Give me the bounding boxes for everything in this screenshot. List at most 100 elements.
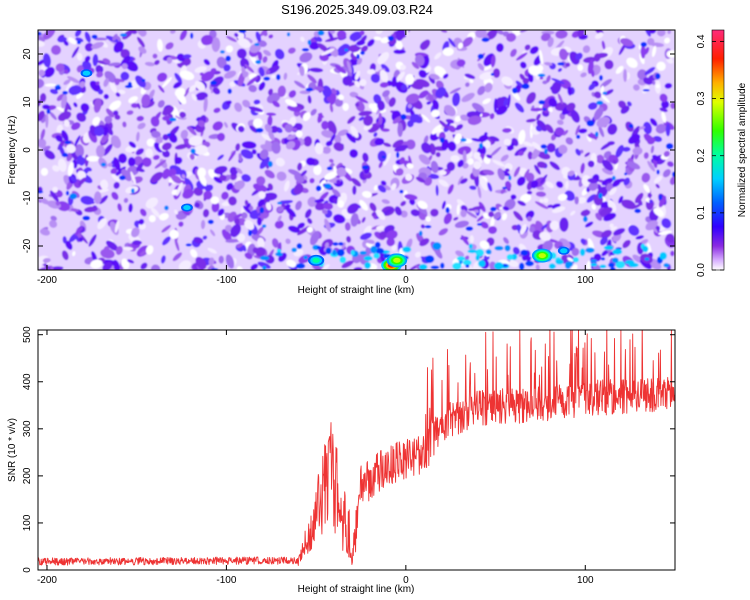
spectrogram-cell: [503, 138, 512, 146]
spectrogram-cell: [570, 109, 580, 123]
spectrogram-cell: [386, 230, 398, 240]
spectrogram-cell: [224, 224, 233, 232]
spectrogram-cell: [337, 94, 345, 101]
spectrogram-cell: [96, 60, 110, 65]
spectrogram-cell: [506, 254, 514, 261]
spectrogram-cell: [226, 182, 234, 191]
snr-xtick-label: -200: [37, 575, 57, 586]
spectrogram-cell: [336, 30, 347, 40]
spectrogram-cell: [377, 185, 387, 193]
spectrogram-cell: [92, 116, 101, 126]
spectrogram-cell: [611, 257, 619, 263]
spectrogram-cell: [432, 242, 442, 250]
colorbar-tick-label: 0.1: [696, 205, 707, 219]
spectrogram-cell: [626, 161, 641, 170]
spectrogram-cell: [567, 261, 574, 267]
spectrogram-cell: [485, 249, 492, 255]
spectrogram-cell: [576, 134, 581, 139]
spectrogram-cell: [263, 76, 271, 81]
spectrogram-cell: [386, 237, 395, 247]
spectrogram-cell: [396, 71, 405, 82]
spectrogram-cell: [526, 216, 532, 222]
spectrogram-cell: [136, 162, 144, 172]
spectrogram-cell: [430, 265, 440, 270]
spectrogram-cell: [76, 112, 87, 123]
spectrogram-cell: [405, 73, 415, 85]
spectrogram-cell: [70, 176, 77, 183]
spectrogram-cell: [221, 229, 232, 242]
spectrogram-cell: [202, 208, 210, 218]
spectrogram-cell: [665, 123, 671, 137]
spectrogram-cell: [114, 78, 120, 86]
spectrogram-cell: [90, 259, 103, 269]
spectrogram-cell: [549, 161, 560, 171]
spectrogram-cell: [465, 226, 474, 231]
spectrogram-cell: [259, 149, 269, 160]
spectrogram-cell: [123, 197, 129, 203]
spectrogram-cell: [317, 43, 329, 52]
spectrogram-cell: [587, 102, 598, 110]
spectrogram-cell: [63, 104, 70, 113]
spectrogram-cell: [453, 216, 459, 221]
spectrogram-cell: [145, 148, 154, 158]
spectrogram-cell: [216, 56, 227, 69]
spectrogram-cell: [359, 250, 367, 255]
spectrogram-cell: [342, 75, 352, 86]
spectrogram-cell: [493, 211, 502, 220]
spectrogram-cell: [382, 90, 390, 98]
spectrogram-cell: [39, 228, 51, 236]
spectrogram-cell: [194, 202, 200, 208]
spectrogram-cell: [179, 111, 187, 118]
spectrogram-cell: [324, 242, 329, 248]
spectrogram-cell: [610, 226, 618, 231]
spectrogram-cell: [244, 219, 255, 230]
spectrogram-cell: [539, 49, 544, 65]
spectrogram-cell: [361, 216, 366, 223]
spectrogram-cell: [111, 173, 120, 182]
spectrogram-cell: [265, 202, 272, 211]
spectrogram-cell: [307, 39, 312, 46]
spectrogram-cell: [63, 79, 71, 85]
spectrogram-cell: [621, 199, 636, 210]
spectrogram-cell: [130, 103, 139, 109]
spectrogram-cell: [368, 103, 375, 109]
spectrogram-cell: [570, 210, 576, 216]
spectrogram-cell: [391, 183, 397, 191]
spectrogram-cell: [650, 42, 665, 48]
spectrogram-cell: [109, 100, 122, 111]
spectrogram-cell: [64, 140, 72, 145]
spectrogram-cell: [182, 57, 192, 66]
spectrogram-cell: [334, 98, 344, 107]
spectrogram-cell: [370, 73, 381, 83]
spectrogram-cell: [38, 196, 50, 205]
spectrogram-cell: [329, 133, 336, 144]
spectrogram-cell: [667, 161, 674, 168]
snr-axes: -200 -100 0 100 0 100 200 300 400 500: [22, 326, 675, 586]
spectrogram-cell: [256, 176, 266, 186]
spectrogram-cell: [371, 211, 376, 217]
spectrogram-cell: [356, 53, 360, 60]
spectrogram-cell: [426, 101, 432, 105]
spectrogram-cell: [525, 260, 534, 267]
spectrogram-cell: [635, 235, 645, 240]
spectrogram-ytick-label: -20: [22, 238, 33, 253]
spectrogram-cell: [600, 78, 612, 88]
spectrogram-cell: [156, 72, 168, 82]
spectrogram-cell: [274, 220, 284, 229]
spectrogram-cell: [98, 188, 110, 193]
spectrogram-cell: [445, 118, 455, 124]
spectrogram-cell: [663, 263, 670, 268]
spectrogram-cell: [598, 125, 605, 138]
spectrogram-cell: [236, 243, 243, 249]
spectrogram-cell: [664, 82, 673, 89]
spectrogram-cell: [659, 93, 668, 103]
spectrogram-cell: [534, 164, 541, 175]
spectrogram-cell: [220, 50, 225, 54]
spectrogram-cell: [366, 239, 375, 244]
spectrogram-cell: [420, 39, 431, 51]
spectrogram-cell: [127, 165, 139, 176]
spectrogram-cell: [400, 64, 406, 71]
spectrogram-cell: [486, 30, 498, 40]
